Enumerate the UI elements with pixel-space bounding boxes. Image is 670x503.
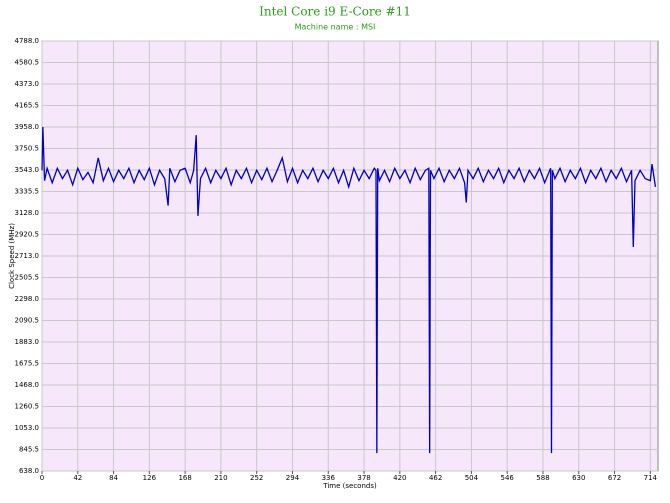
- x-tick-label: 714: [644, 474, 658, 482]
- x-tick-label: 210: [214, 474, 227, 482]
- x-tick-label: 84: [109, 474, 118, 482]
- y-tick-label: 638.0: [19, 467, 39, 475]
- x-tick-label: 0: [40, 474, 44, 482]
- chart-subtitle: Machine name : MSI: [295, 23, 376, 32]
- y-tick-label: 3335.5: [15, 188, 40, 196]
- x-tick-label: 546: [501, 474, 515, 482]
- x-tick-label: 504: [465, 474, 479, 482]
- y-tick-label: 4580.5: [15, 59, 40, 67]
- x-tick-label: 588: [536, 474, 549, 482]
- y-axis-label: Clock Speed (MHz): [8, 223, 16, 289]
- chart-title: Intel Core i9 E-Core #11: [259, 5, 411, 19]
- x-tick-label: 378: [357, 474, 370, 482]
- y-tick-label: 1468.0: [15, 381, 40, 389]
- y-tick-label: 4165.5: [15, 102, 40, 110]
- y-tick-label: 1883.0: [15, 338, 40, 346]
- y-tick-label: 2505.5: [15, 274, 40, 282]
- x-tick-label: 294: [286, 474, 300, 482]
- y-tick-label: 4788.0: [15, 37, 40, 45]
- line-series: [41, 126, 657, 454]
- y-tick-label: 2298.0: [15, 295, 40, 303]
- y-tick-label: 1053.0: [15, 424, 40, 432]
- x-axis-label: Time (seconds): [322, 482, 377, 490]
- y-tick-label: 3750.5: [15, 145, 40, 153]
- x-tick-label: 630: [572, 474, 585, 482]
- x-tick-label: 336: [322, 474, 336, 482]
- x-tick-label: 672: [608, 474, 621, 482]
- y-tick-label: 1675.5: [15, 360, 40, 368]
- x-tick-label: 420: [393, 474, 406, 482]
- y-tick-label: 4373.0: [15, 80, 40, 88]
- x-tick-label: 168: [178, 474, 191, 482]
- y-tick-label: 2090.5: [15, 317, 40, 325]
- y-tick-label: 845.5: [19, 446, 39, 454]
- y-tick-label: 3128.0: [15, 209, 40, 217]
- x-tick-label: 126: [143, 474, 157, 482]
- x-tick-label: 462: [429, 474, 442, 482]
- y-tick-label: 2713.0: [15, 252, 40, 260]
- y-tick-label: 1260.5: [15, 403, 40, 411]
- x-tick-label: 42: [73, 474, 82, 482]
- x-tick-label: 252: [250, 474, 263, 482]
- y-tick-label: 3543.0: [15, 166, 40, 174]
- y-tick-label: 2920.5: [15, 231, 40, 239]
- y-tick-label: 3958.0: [15, 123, 40, 131]
